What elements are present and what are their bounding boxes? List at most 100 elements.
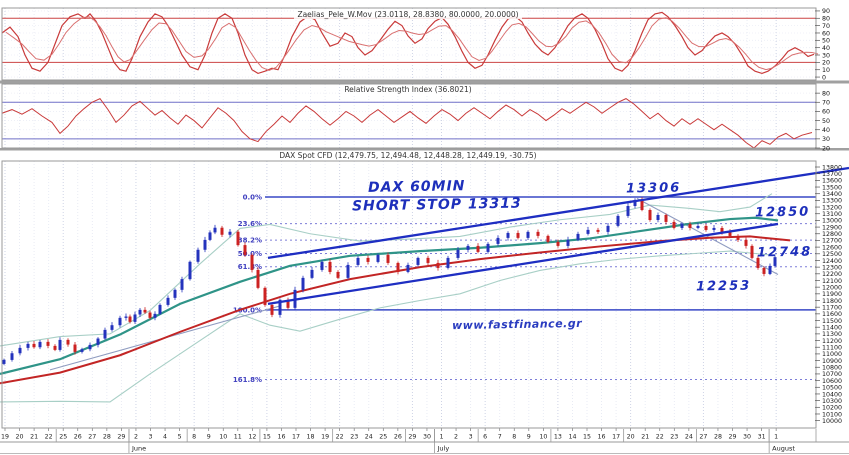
x-axis-day-label: 2 — [134, 434, 138, 441]
axis-label: 11700 — [822, 304, 842, 311]
axis-label: 10700 — [822, 371, 842, 378]
candle-body — [672, 221, 676, 228]
fib-level-label: 100.0% — [233, 306, 262, 314]
fib-level-label: 38.2% — [238, 237, 262, 245]
axis-label: 12200 — [822, 271, 842, 278]
axis-label: 13400 — [822, 191, 842, 198]
candle-body — [138, 309, 142, 315]
axis-label: 60 — [822, 30, 830, 37]
candle-body — [80, 349, 84, 352]
axis-label: 12100 — [822, 278, 842, 285]
candle-body — [744, 239, 748, 246]
candle-body — [236, 231, 240, 246]
candle-body — [213, 227, 217, 233]
axis-label: 80 — [822, 16, 830, 23]
axis-label: 12000 — [822, 284, 842, 291]
axis-label: 70 — [822, 100, 830, 107]
candle-body — [286, 299, 290, 308]
candle-body — [118, 317, 122, 326]
axis-label: 11600 — [822, 311, 842, 318]
candle-body — [256, 269, 260, 288]
axis-label: 11000 — [822, 351, 842, 358]
candle-body — [301, 277, 305, 290]
candle-body — [728, 231, 732, 236]
x-axis-month-label: July — [437, 445, 450, 453]
candle-body — [366, 257, 370, 262]
x-axis-day-label: 10 — [219, 434, 227, 441]
x-axis-day-label: 1 — [439, 434, 443, 441]
candle-body — [648, 209, 652, 221]
axis-label: 13000 — [822, 218, 842, 225]
candle-body — [768, 265, 772, 274]
candle-body — [166, 297, 170, 305]
candle-body — [536, 231, 540, 236]
x-axis-day-label: 10 — [539, 434, 547, 441]
candle-body — [243, 245, 247, 255]
axis-label: 10000 — [822, 418, 842, 425]
candle-body — [96, 338, 100, 345]
x-axis-day-label: 30 — [423, 434, 431, 441]
fib-level-label: 50.0% — [238, 250, 262, 258]
axis-label: 11200 — [822, 338, 842, 345]
x-axis-day-label: 26 — [74, 434, 82, 441]
candle-body — [696, 225, 700, 228]
axis-label: 13600 — [822, 178, 842, 185]
candle-body — [664, 215, 668, 222]
panel-border — [1, 160, 817, 429]
x-axis-day-label: 29 — [408, 434, 416, 441]
axis-label: 12400 — [822, 258, 842, 265]
candle-body — [556, 241, 560, 246]
candle-body — [10, 353, 14, 360]
x-axis-day-label: 25 — [379, 434, 387, 441]
axis-label: 12500 — [822, 251, 842, 258]
candle-body — [220, 227, 224, 235]
x-axis-day-label: 27 — [699, 434, 707, 441]
candle-body — [704, 225, 708, 230]
candle-body — [406, 264, 410, 272]
candle-body — [586, 229, 590, 234]
axis-label: 13800 — [822, 164, 842, 171]
candle-body — [656, 215, 660, 221]
trendline-channel-upper — [267, 166, 849, 260]
candle-body — [606, 225, 610, 232]
x-axis-day-label: 15 — [263, 434, 271, 441]
candle-body — [53, 345, 57, 350]
candle-body — [188, 261, 192, 280]
axis-label: 11300 — [822, 331, 842, 338]
bollinger-band — [0, 193, 773, 347]
x-axis-day-label: 4 — [163, 434, 167, 441]
fib-level-label: 161.8% — [233, 376, 262, 384]
candle-body — [396, 262, 400, 272]
x-axis-day-label: 23 — [350, 434, 358, 441]
x-axis-day-label: 29 — [117, 434, 125, 441]
axis-label: 40 — [822, 45, 830, 52]
candle-body — [38, 341, 42, 348]
candle-body — [153, 313, 157, 318]
candle-body — [180, 279, 184, 290]
x-axis-day-label: 24 — [365, 434, 373, 441]
axis-label: 0 — [822, 74, 826, 81]
candle-body — [66, 339, 70, 345]
panel-separator — [0, 148, 849, 151]
fib-level-label: 0.0% — [243, 194, 262, 202]
candle-body — [712, 227, 716, 230]
candle-body — [476, 245, 480, 252]
candle-body — [320, 261, 324, 270]
x-axis-day-label: 28 — [714, 434, 722, 441]
candle-body — [2, 359, 6, 364]
bollinger-band — [0, 250, 773, 403]
axis-label: 12300 — [822, 264, 842, 271]
x-axis-day-label: 16 — [598, 434, 606, 441]
candle-body — [128, 316, 132, 322]
candle-body — [688, 223, 692, 228]
trendline-descending — [636, 197, 779, 275]
x-axis-day-label: 1 — [774, 434, 778, 441]
axis-label: 10200 — [822, 405, 842, 412]
x-axis-day-label: 20 — [627, 434, 635, 441]
candle-body — [18, 347, 22, 354]
x-axis-day-label: 19 — [321, 434, 329, 441]
axis-label: 80 — [822, 90, 830, 97]
axis-label: 70 — [822, 23, 830, 30]
axis-label: 20 — [822, 145, 830, 152]
